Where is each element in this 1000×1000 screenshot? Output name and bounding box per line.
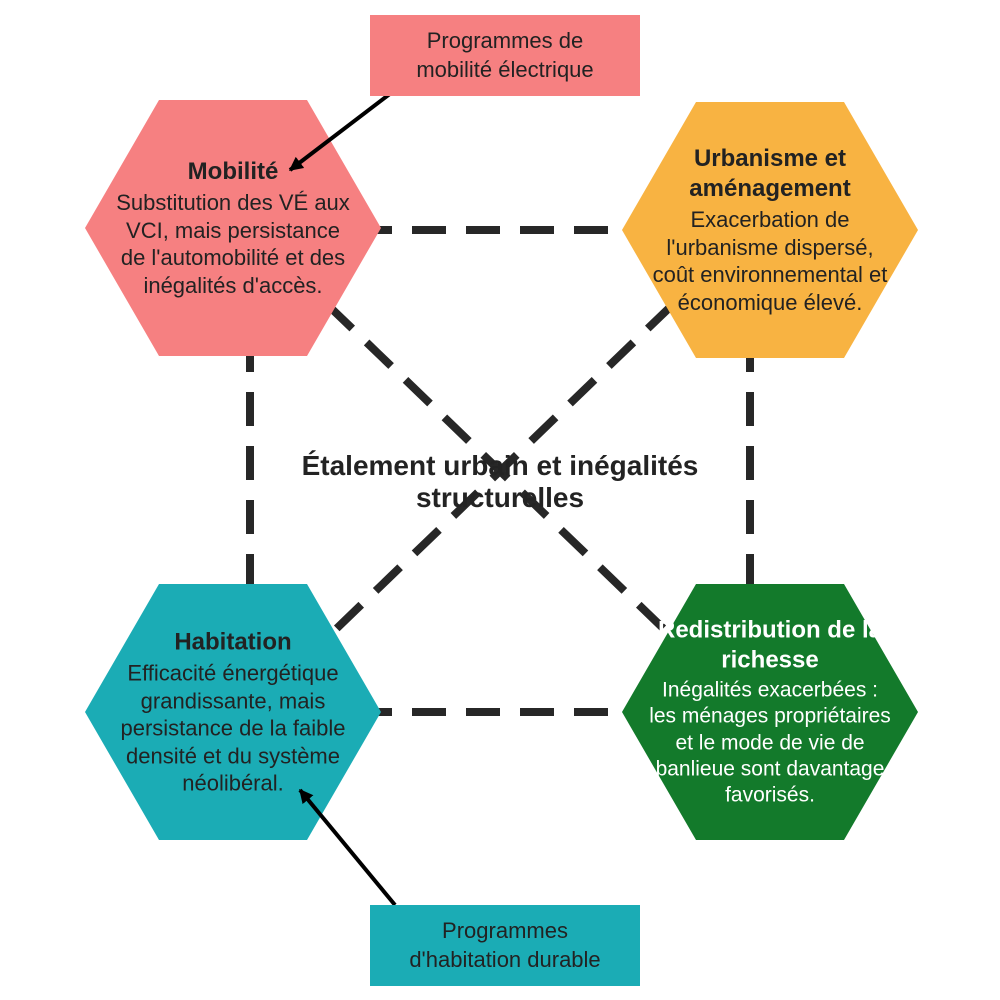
hex-habitation: HabitationEfficacité énergétique grandis… [85, 584, 381, 840]
hex-habitation-label: HabitationEfficacité énergétique grandis… [112, 627, 355, 797]
hex-mobilite-title: Mobilité [112, 157, 355, 187]
tag-habitation: Programmes d'habitation durable [370, 905, 640, 986]
hex-habitation-title: Habitation [112, 627, 355, 657]
hex-urbanisme: Urbanisme et aménagementExacerbation de … [622, 102, 918, 358]
hex-urbanisme-label: Urbanisme et aménagementExacerbation de … [649, 144, 892, 316]
hex-urbanisme-title: Urbanisme et aménagement [649, 144, 892, 204]
hex-habitation-body: Efficacité énergétique grandissante, mai… [120, 660, 345, 795]
hex-mobilite-label: MobilitéSubstitution des VÉ aux VCI, mai… [112, 157, 355, 299]
hex-redistribution-title: Redistribution de la richesse [649, 615, 892, 675]
center-label: Étalement urbain et inégalités structure… [290, 450, 710, 514]
diagram-stage: MobilitéSubstitution des VÉ aux VCI, mai… [0, 0, 1000, 1000]
hex-mobilite-body: Substitution des VÉ aux VCI, mais persis… [116, 190, 350, 298]
hex-redistribution: Redistribution de la richesseInégalités … [622, 584, 918, 840]
hex-redistribution-label: Redistribution de la richesseInégalités … [649, 615, 892, 808]
tag-mobilite: Programmes de mobilité électrique [370, 15, 640, 96]
hex-redistribution-body: Inégalités exacerbées : les ménages prop… [649, 678, 891, 806]
hex-urbanisme-body: Exacerbation de l'urbanisme dispersé, co… [653, 207, 888, 315]
hex-mobilite: MobilitéSubstitution des VÉ aux VCI, mai… [85, 100, 381, 356]
